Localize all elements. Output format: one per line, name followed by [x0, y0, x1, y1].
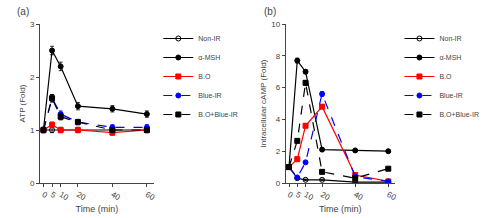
svg-text:1: 1 [30, 126, 35, 135]
svg-text:8: 8 [276, 52, 281, 61]
svg-text:Time (min): Time (min) [76, 204, 119, 214]
svg-text:5: 5 [49, 190, 58, 200]
svg-text:Intracellular cAMP (Fold): Intracellular cAMP (Fold) [259, 59, 268, 147]
svg-text:(b): (b) [264, 6, 276, 17]
svg-text:B.O+Blue-IR: B.O+Blue-IR [198, 111, 238, 118]
svg-text:0: 0 [276, 179, 281, 188]
svg-text:B.O+Blue-IR: B.O+Blue-IR [439, 111, 479, 118]
svg-text:ATP (Fold): ATP (Fold) [18, 84, 27, 122]
svg-text:2: 2 [276, 147, 281, 156]
svg-text:0: 0 [40, 190, 49, 200]
svg-text:6: 6 [276, 83, 281, 92]
svg-text:10: 10 [271, 20, 280, 29]
svg-text:40: 40 [352, 190, 365, 203]
svg-text:10: 10 [58, 190, 71, 203]
svg-text:B.O: B.O [198, 73, 211, 80]
svg-text:0: 0 [286, 190, 295, 200]
svg-text:α-MSH: α-MSH [198, 54, 220, 61]
svg-text:5: 5 [294, 190, 303, 200]
svg-text:Non-IR: Non-IR [198, 35, 220, 42]
svg-text:Blue-IR: Blue-IR [198, 92, 221, 99]
svg-text:40: 40 [109, 190, 122, 203]
svg-text:60: 60 [144, 190, 157, 203]
svg-text:B.O: B.O [439, 73, 452, 80]
svg-text:60: 60 [385, 190, 398, 203]
svg-text:Blue-IR: Blue-IR [439, 92, 462, 99]
svg-text:(a): (a) [17, 6, 29, 17]
svg-text:3: 3 [30, 20, 35, 29]
svg-text:0: 0 [30, 179, 35, 188]
svg-text:Non-IR: Non-IR [439, 35, 461, 42]
svg-text:Time (min): Time (min) [319, 204, 362, 214]
svg-text:4: 4 [276, 115, 281, 124]
svg-text:20: 20 [75, 190, 88, 203]
svg-text:2: 2 [30, 73, 35, 82]
svg-text:20: 20 [319, 190, 332, 203]
svg-text:α-MSH: α-MSH [439, 54, 461, 61]
svg-text:10: 10 [303, 190, 316, 203]
